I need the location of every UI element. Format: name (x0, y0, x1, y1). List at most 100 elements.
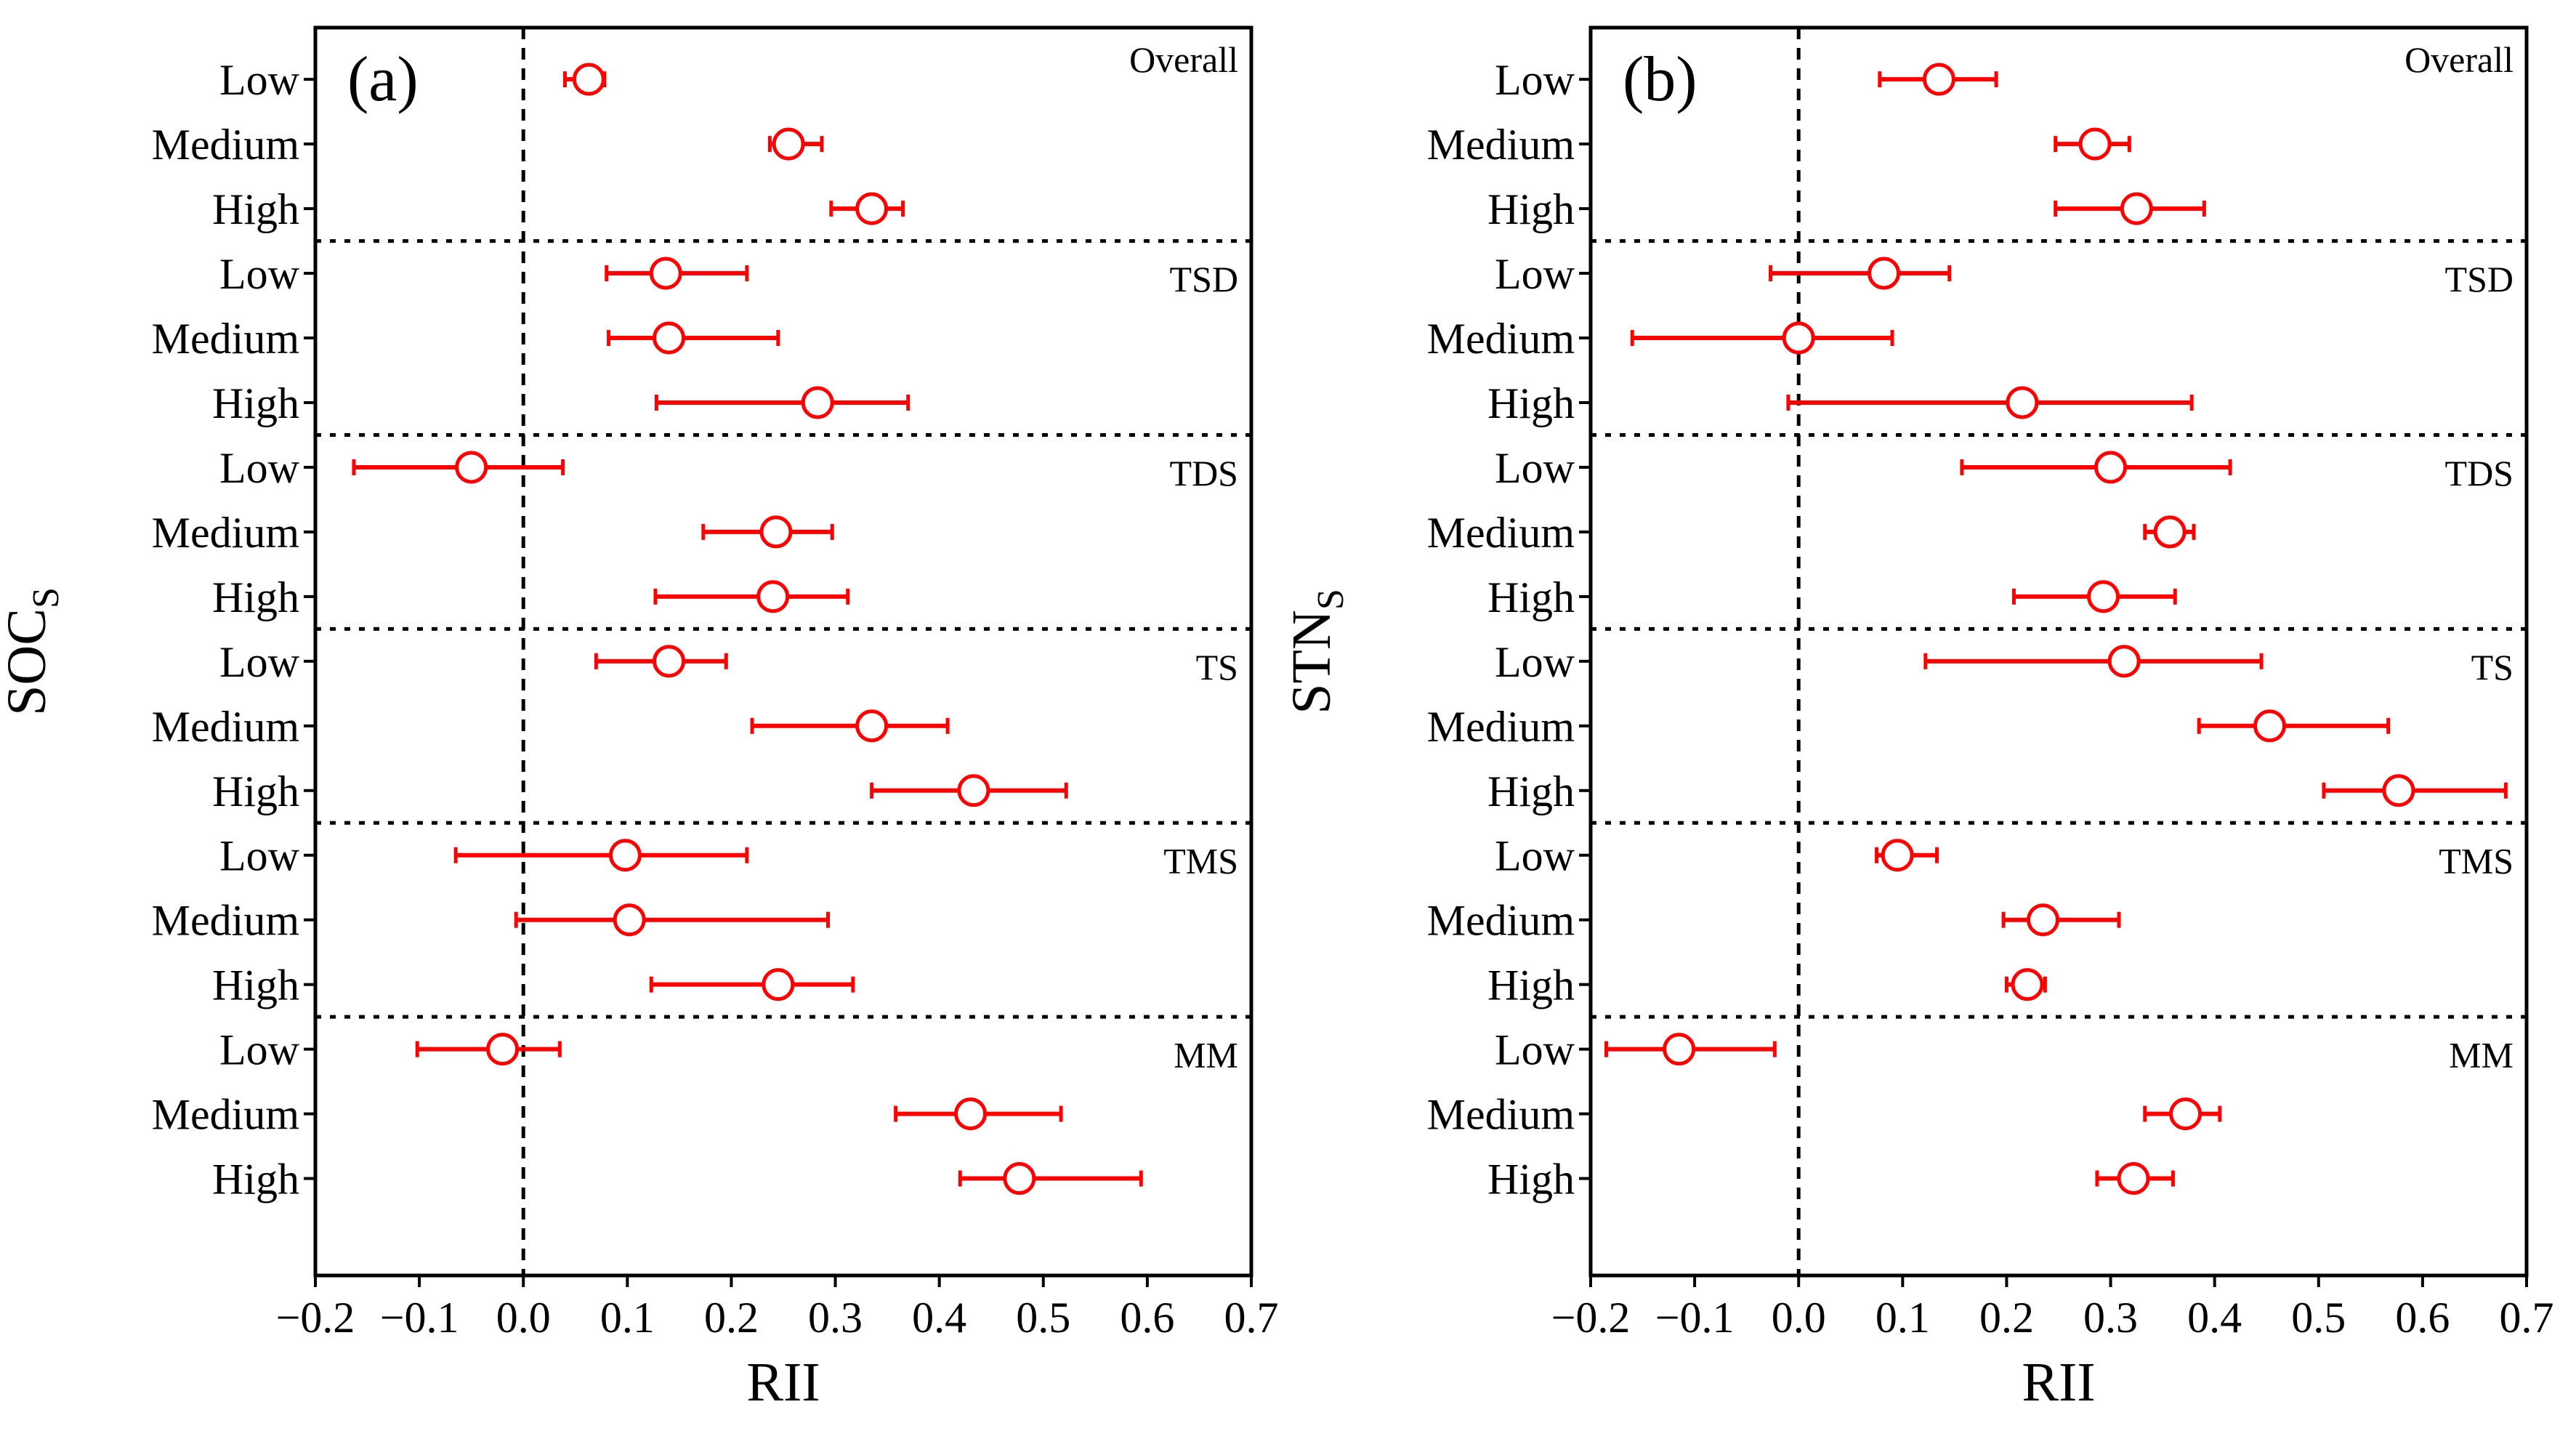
mean-marker (957, 774, 990, 807)
y-axis-title-main: STN (1281, 610, 1342, 714)
category-label: Medium (152, 1091, 299, 1139)
group-label: TS (2471, 647, 2514, 688)
mean-marker (772, 127, 805, 161)
category-label: Low (219, 444, 300, 492)
x-tick-label: 0.2 (704, 1294, 759, 1342)
mean-marker (572, 63, 605, 96)
group-label: TSD (1170, 259, 1238, 299)
category-label: High (212, 379, 299, 427)
x-tick-label: 0.0 (496, 1294, 551, 1342)
x-axis-title: RII (2022, 1352, 2095, 1413)
group-label: TDS (1170, 453, 1238, 493)
group-label: TMS (1163, 841, 1238, 882)
mean-marker (2094, 451, 2128, 484)
mean-marker (2153, 515, 2187, 549)
mean-marker (2253, 709, 2287, 743)
category-label: High (1487, 962, 1575, 1009)
category-label: Low (1495, 832, 1575, 880)
mean-marker (954, 1097, 988, 1131)
y-axis-title: STNS (1281, 589, 1352, 714)
x-tick-label: 0.0 (1772, 1294, 1826, 1342)
category-label: Medium (1427, 315, 1575, 363)
x-tick-label: 0.5 (1016, 1294, 1070, 1342)
mean-marker (1922, 63, 1955, 96)
x-tick-label: 0.5 (2291, 1294, 2346, 1342)
mean-marker (2382, 774, 2415, 807)
mean-marker (2120, 192, 2153, 225)
category-label: High (1487, 185, 1575, 233)
mean-marker (2169, 1097, 2202, 1131)
x-tick-label: 0.1 (1876, 1294, 1930, 1342)
category-label: High (1487, 767, 1575, 815)
mean-marker (1782, 321, 1815, 355)
category-label: Low (1495, 638, 1575, 686)
category-label: Medium (1427, 509, 1575, 557)
category-label: Medium (152, 509, 299, 557)
group-label: TSD (2445, 259, 2514, 299)
x-tick-label: 0.1 (600, 1294, 655, 1342)
category-label: Medium (152, 897, 299, 945)
mean-marker (1868, 257, 1901, 290)
category-label: High (212, 767, 299, 815)
x-tick-label: 0.4 (912, 1294, 966, 1342)
category-label: High (212, 573, 299, 621)
mean-marker (608, 839, 642, 872)
category-label: Medium (1427, 1091, 1575, 1139)
x-tick-label: −0.1 (1655, 1294, 1735, 1342)
mean-marker (801, 386, 834, 419)
y-axis-title-main: SOC (0, 608, 57, 716)
mean-marker (613, 903, 646, 937)
mean-marker (2011, 968, 2044, 1001)
plot-frame (1588, 25, 2529, 1278)
category-label: Low (1495, 56, 1575, 104)
category-label: Low (219, 1026, 300, 1074)
mean-marker (855, 192, 889, 225)
mean-marker (2006, 386, 2039, 419)
x-tick-label: 0.7 (2500, 1294, 2554, 1342)
category-label: Low (219, 250, 300, 298)
panel-label: (b) (1623, 44, 1697, 115)
x-tick-label: 0.3 (2083, 1294, 2138, 1342)
mean-marker (762, 968, 795, 1001)
category-label: Medium (1427, 121, 1575, 169)
category-label: Low (1495, 250, 1575, 298)
category-label: Low (219, 56, 300, 104)
category-label: Medium (152, 703, 299, 751)
category-label: Medium (152, 315, 299, 363)
mean-marker (486, 1033, 520, 1066)
category-label: Medium (1427, 897, 1575, 945)
category-label: High (1487, 379, 1575, 427)
mean-marker (855, 709, 889, 743)
category-label: High (212, 185, 299, 233)
x-tick-label: 0.4 (2187, 1294, 2242, 1342)
group-label: TDS (2445, 453, 2514, 493)
category-label: Low (1495, 444, 1575, 492)
y-axis-title: SOCS (0, 587, 67, 716)
group-label: TS (1196, 647, 1238, 688)
mean-marker (653, 645, 686, 678)
mean-marker (2078, 127, 2112, 161)
mean-marker (455, 451, 488, 484)
x-tick-label: −0.1 (380, 1294, 459, 1342)
x-tick-label: 0.7 (1224, 1294, 1279, 1342)
x-axis-title: RII (746, 1352, 820, 1413)
plot-frame (313, 25, 1253, 1278)
x-tick-label: 0.3 (808, 1294, 863, 1342)
category-label: Medium (152, 121, 299, 169)
category-label: Low (219, 638, 300, 686)
category-label: High (212, 1156, 299, 1204)
group-label: Overall (1129, 39, 1238, 80)
mean-marker (649, 257, 682, 290)
x-tick-label: −0.2 (1551, 1294, 1631, 1342)
mean-marker (759, 515, 793, 549)
category-label: Medium (1427, 703, 1575, 751)
mean-marker (2107, 645, 2141, 678)
y-axis-title-subscript: S (25, 587, 67, 608)
x-tick-label: 0.6 (1120, 1294, 1174, 1342)
category-label: Low (1495, 1026, 1575, 1074)
mean-marker (2027, 903, 2060, 937)
mean-marker (2087, 580, 2120, 613)
x-tick-label: 0.2 (1979, 1294, 2034, 1342)
